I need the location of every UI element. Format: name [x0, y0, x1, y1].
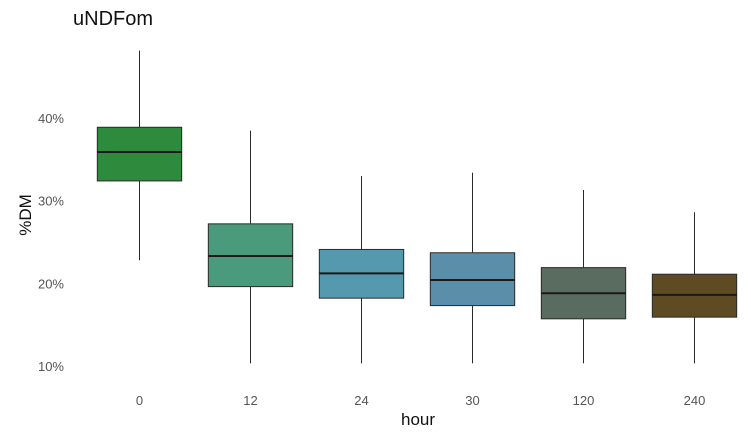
y-tick-label: 40%	[38, 111, 64, 126]
box-group-30	[429, 172, 516, 364]
x-tick-label: 24	[354, 393, 368, 408]
chart-title: uNDFom	[73, 8, 153, 30]
box-group-12	[207, 130, 294, 364]
box-group-0	[96, 50, 183, 261]
boxplot-boxes	[96, 50, 738, 364]
x-tick-label: 120	[573, 393, 595, 408]
y-tick-label: 30%	[38, 194, 64, 209]
y-tick-label: 20%	[38, 276, 64, 291]
y-tick-label: 10%	[38, 359, 64, 374]
x-tick-label: 0	[136, 393, 143, 408]
x-axis-label: hour	[401, 410, 435, 429]
x-tick-label: 30	[465, 393, 479, 408]
box-group-240	[651, 212, 738, 364]
box-group-24	[318, 175, 405, 364]
x-tick-label: 12	[243, 393, 257, 408]
box-iqr	[96, 126, 183, 182]
y-axis-label: %DM	[16, 194, 35, 236]
y-axis-ticks: 10% 20% 30% 40%	[38, 111, 64, 374]
box-group-120	[540, 190, 627, 364]
x-tick-label: 240	[684, 393, 706, 408]
x-axis-ticks: 0 12 24 30 120 240	[136, 393, 705, 408]
